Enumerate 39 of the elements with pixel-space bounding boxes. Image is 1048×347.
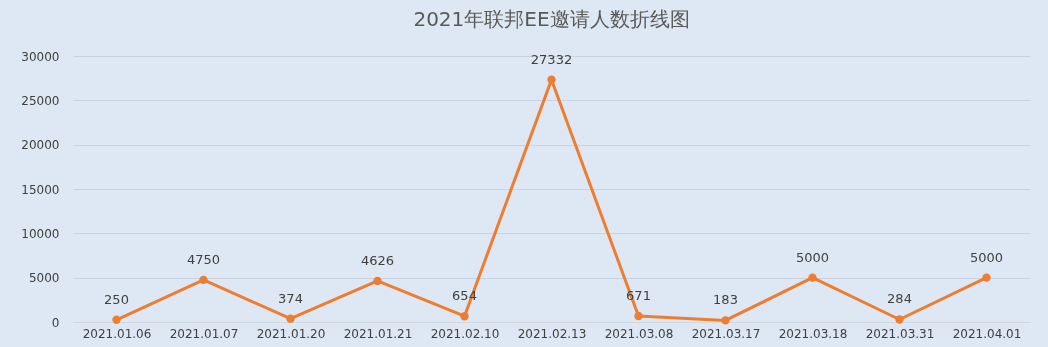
x-tick-label: 2021.04.01 bbox=[952, 326, 1022, 341]
x-tick-label: 2021.01.06 bbox=[82, 326, 152, 341]
x-tick-label: 2021.01.21 bbox=[343, 326, 413, 341]
data-label: 284 bbox=[887, 291, 912, 307]
y-tick-label: 0 bbox=[51, 315, 60, 330]
x-tick-label: 2021.03.08 bbox=[604, 326, 674, 341]
y-tick-label: 5000 bbox=[28, 271, 60, 286]
data-label: 27332 bbox=[530, 51, 573, 67]
point bbox=[721, 316, 730, 325]
y-tick-label: 30000 bbox=[21, 49, 60, 64]
data-label: 4750 bbox=[186, 251, 221, 267]
y-tick-label: 20000 bbox=[21, 138, 60, 153]
point bbox=[895, 315, 904, 324]
point bbox=[199, 275, 208, 285]
y-tick-label: 25000 bbox=[21, 93, 60, 108]
x-tick-label: 2021.02.10 bbox=[430, 326, 500, 341]
x-tick-label: 2021.03.31 bbox=[865, 326, 935, 341]
x-tick-label: 2021.03.17 bbox=[691, 326, 761, 341]
point bbox=[112, 315, 121, 324]
data-label: 5000 bbox=[969, 249, 1004, 265]
x-tick-label: 2021.01.07 bbox=[169, 326, 239, 341]
y-tick-label: 10000 bbox=[21, 226, 60, 241]
x-tick-label: 2021.02.13 bbox=[517, 326, 587, 341]
point bbox=[373, 276, 382, 286]
x-tick-label: 2021.01.20 bbox=[256, 326, 326, 341]
data-label: 374 bbox=[278, 290, 303, 306]
point bbox=[460, 312, 469, 321]
data-label: 4626 bbox=[360, 252, 395, 268]
point bbox=[808, 273, 817, 282]
point bbox=[547, 75, 556, 84]
data-label: 183 bbox=[713, 292, 738, 308]
y-tick-label: 15000 bbox=[21, 182, 60, 197]
point bbox=[982, 273, 991, 282]
x-tick-label: 2021.03.18 bbox=[778, 326, 848, 341]
data-label: 250 bbox=[104, 291, 129, 307]
point bbox=[634, 311, 643, 321]
data-label: 5000 bbox=[795, 249, 830, 265]
point bbox=[286, 314, 295, 323]
chart-title: 2021年联邦EE邀请人数折线图 bbox=[413, 7, 690, 31]
